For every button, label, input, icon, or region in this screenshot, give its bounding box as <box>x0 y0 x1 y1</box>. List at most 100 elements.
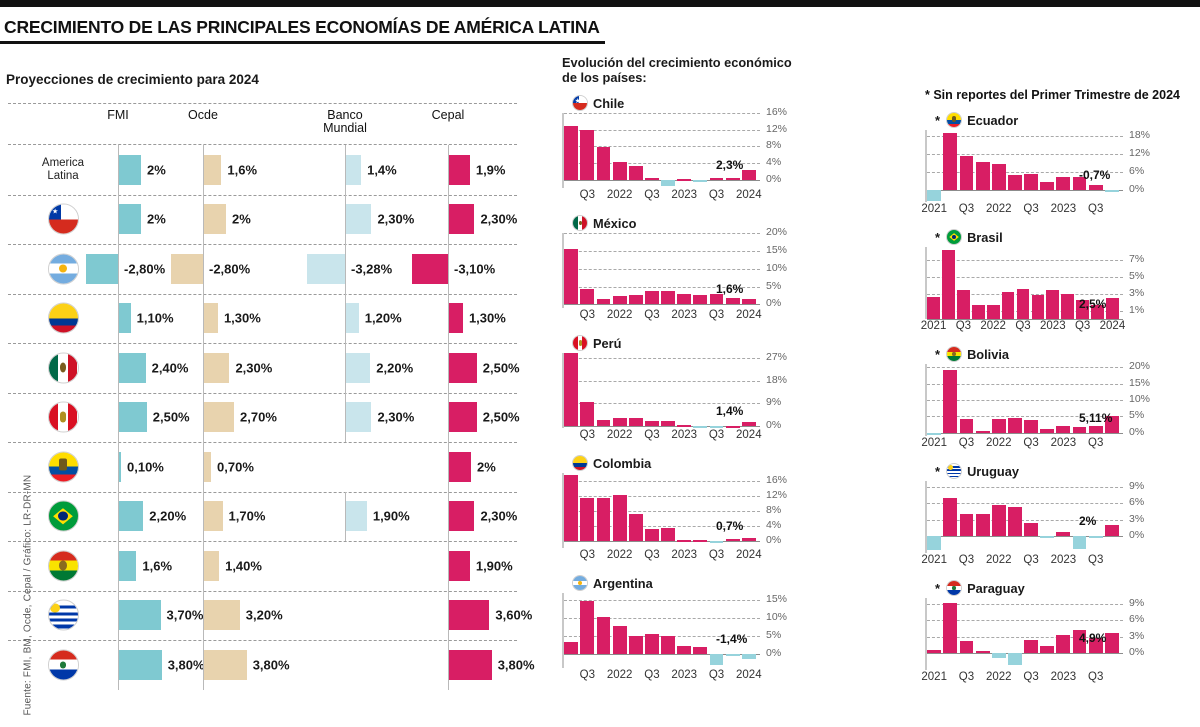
gridline <box>927 172 1123 173</box>
bar-value-ocde: 2,70% <box>240 409 277 425</box>
gridline <box>927 259 1123 261</box>
chart-bar <box>1104 633 1119 654</box>
row-country-cell <box>22 401 104 433</box>
flag-bo-icon <box>946 346 963 362</box>
chart-bar <box>971 305 985 319</box>
x-tick-label: 2024 <box>736 309 762 321</box>
y-tick-label: 20% <box>1129 360 1151 373</box>
bar-ocde <box>203 600 240 631</box>
chart-bar <box>1056 634 1071 654</box>
y-tick-label: 1% <box>1129 303 1145 316</box>
y-tick-label: 8% <box>766 139 782 152</box>
bar-value-fmi: 3,70% <box>166 607 204 623</box>
x-tick-label: Q3 <box>1023 671 1039 683</box>
column-baseline-fmi <box>118 541 119 591</box>
chart-plot-area: 0% 3% 6% 9% 4,9% <box>925 597 1173 670</box>
flag-ec-icon <box>946 112 963 128</box>
column-header-cepal: Cepal <box>431 108 465 122</box>
bar-value-ocde: 2% <box>232 211 251 227</box>
x-tick-label: Q3 <box>1088 554 1104 566</box>
table-row: 1,6% 1,40% 1,90% <box>0 541 545 591</box>
column-baseline-bm <box>345 491 346 541</box>
bar-fmi <box>118 451 121 482</box>
bar-value-cepal: 2,30% <box>480 508 518 524</box>
chart-bar <box>957 290 970 319</box>
chart-bar <box>709 294 724 305</box>
chart-bar <box>580 401 595 426</box>
y-tick-label: 5% <box>1129 269 1145 282</box>
x-tick-label: 2022 <box>980 320 1006 332</box>
column-baseline-ocde <box>203 343 204 393</box>
chart-bar <box>1040 181 1055 190</box>
chart-bar <box>1091 304 1104 319</box>
chart-bar <box>1016 289 1030 319</box>
row-country-cell <box>22 599 104 631</box>
chart-bar <box>1024 419 1039 433</box>
column-baseline-cepal <box>448 293 449 343</box>
y-axis <box>925 364 927 436</box>
gridline <box>927 636 1123 638</box>
chart-bar <box>1056 531 1071 537</box>
chart-bar <box>1007 507 1022 537</box>
column-baseline-ocde <box>203 491 204 541</box>
x-tick-label: 2022 <box>985 554 1012 566</box>
gridline <box>927 486 1123 488</box>
y-tick-label: 12% <box>766 122 788 135</box>
chart-argentina: Argentina 0% 5% 10% 15% -1,4% Q3 2022 Q3 2023 Q3 20… <box>562 573 914 685</box>
bar-ocde <box>203 451 212 482</box>
gridline <box>927 503 1123 505</box>
bar-value-fmi: 0,10% <box>127 459 164 475</box>
chart-header: * Brasil <box>925 227 1200 247</box>
chart-title: Ecuador <box>967 112 1019 128</box>
chart-bar <box>661 635 676 654</box>
chart-bar <box>612 295 627 305</box>
column-baseline-bm <box>345 392 346 442</box>
chart-bar <box>596 419 611 426</box>
chart-callout-value: 4,9% <box>1079 631 1107 646</box>
y-axis <box>925 481 927 553</box>
column-baseline-ocde <box>203 145 204 195</box>
column-baseline-ocde <box>203 590 204 640</box>
x-tick-label: 2023 <box>671 429 698 441</box>
x-tick-label: Q3 <box>579 549 595 561</box>
y-tick-label: 10% <box>766 611 788 623</box>
bar-value-cepal: 1,9% <box>475 162 506 178</box>
bar-cepal <box>412 253 448 284</box>
bar-value-cepal: 2,50% <box>482 409 520 425</box>
bar-value-fmi: 3,80% <box>167 657 205 673</box>
x-tick-label: Q3 <box>1088 437 1104 449</box>
chart-bar <box>959 155 974 190</box>
table-row: 2,40% 2,30% 2,20% 2,50% <box>0 343 545 393</box>
bar-cepal <box>448 649 492 680</box>
y-axis <box>562 473 564 548</box>
row-country-cell: America Latina <box>22 157 104 183</box>
chart-bar <box>1056 176 1071 190</box>
bar-fmi <box>118 649 162 680</box>
gridline <box>927 620 1123 622</box>
x-tick-label: 2024 <box>736 429 762 441</box>
bar-cepal <box>448 501 475 532</box>
y-tick-label: 0% <box>766 172 782 185</box>
chart-bar <box>975 514 990 537</box>
x-tick-label: Q3 <box>644 189 660 201</box>
bar-ocde <box>203 402 235 433</box>
starred-panel: * Sin reportes del Primer Trimestre de 2… <box>921 88 1200 687</box>
chart-bar <box>612 626 627 654</box>
y-tick-label: 27% <box>766 351 788 363</box>
chart-header: Perú <box>562 333 914 353</box>
column-baseline-ocde <box>203 194 204 244</box>
gridline <box>564 525 760 527</box>
bar-fmi <box>118 303 131 334</box>
chart-callout-value: 2,5% <box>1079 297 1107 311</box>
column-baseline-fmi <box>118 491 119 541</box>
column-baseline-ocde <box>203 244 204 294</box>
y-tick-label: 18% <box>1129 129 1151 141</box>
bar-bm <box>345 352 371 383</box>
gridline <box>927 603 1123 605</box>
zero-line <box>927 432 1123 434</box>
row-country-cell <box>22 550 104 582</box>
gridline <box>564 403 760 404</box>
chart-bar <box>1040 536 1055 539</box>
x-tick-label: Q3 <box>644 309 660 321</box>
chart-bar <box>644 178 659 180</box>
